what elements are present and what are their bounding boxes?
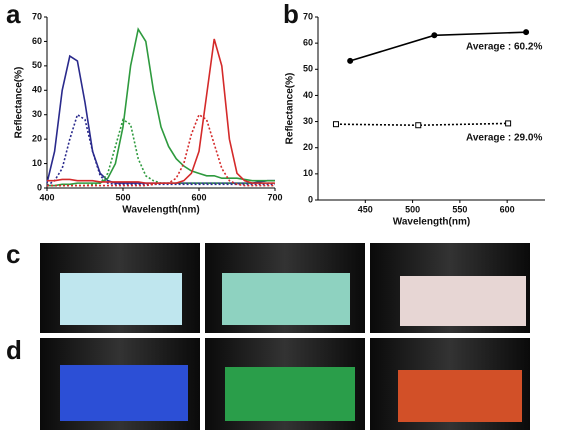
y-tick-label: 40	[32, 85, 42, 95]
series-line	[46, 54, 275, 184]
y-tick-label: 20	[32, 134, 42, 144]
photos	[40, 243, 530, 430]
panel-label: d	[6, 335, 22, 365]
film	[60, 365, 188, 421]
marker	[332, 121, 339, 128]
series-line	[335, 122, 509, 127]
series-line	[47, 27, 275, 187]
x-tick-label: 400	[39, 192, 54, 202]
y-tick-label: 10	[32, 158, 42, 168]
marker	[505, 120, 512, 127]
film	[398, 370, 522, 422]
series-line	[46, 113, 275, 187]
film	[60, 273, 182, 325]
y-tick-label: 0	[308, 194, 313, 204]
panel-label: b	[283, 0, 299, 29]
series-line	[47, 38, 275, 184]
x-tick-label: 600	[500, 204, 515, 214]
marker	[431, 32, 438, 39]
y-tick-label: 60	[32, 36, 42, 46]
x-tick-label: 500	[115, 192, 130, 202]
y-tick-label: 10	[303, 168, 313, 178]
annotation: Average : 29.0%	[466, 133, 542, 144]
y-tick-label: 0	[37, 182, 42, 192]
marker	[347, 57, 354, 64]
x-tick-label: 600	[191, 192, 206, 202]
y-tick-label: 70	[303, 11, 313, 21]
panel-label: a	[6, 0, 21, 29]
film	[222, 273, 350, 325]
panel-label: c	[6, 239, 20, 269]
series-line	[47, 118, 275, 187]
y-tick-label: 60	[303, 38, 313, 48]
film	[225, 367, 355, 421]
marker	[415, 122, 422, 129]
y-tick-label: 40	[303, 90, 313, 100]
y-tick-label: 30	[303, 116, 313, 126]
x-axis-label: Wavelength(nm)	[393, 217, 470, 228]
x-tick-label: 700	[267, 192, 282, 202]
y-tick-label: 50	[303, 64, 313, 74]
marker	[523, 29, 530, 36]
y-axis-label: Reflectance(%)	[285, 73, 296, 145]
x-tick-label: 500	[405, 204, 420, 214]
y-tick-label: 50	[32, 60, 42, 70]
y-tick-label: 30	[32, 109, 42, 119]
y-tick-label: 70	[32, 11, 42, 21]
annotation: Average : 60.2%	[466, 42, 542, 53]
x-tick-label: 550	[452, 204, 467, 214]
x-axis-label: Wavelength(nm)	[122, 205, 199, 216]
x-tick-label: 450	[358, 204, 373, 214]
series-line	[47, 113, 275, 187]
y-axis-label: Reflectance(%)	[14, 67, 25, 139]
film	[400, 276, 526, 326]
y-tick-label: 20	[303, 142, 313, 152]
